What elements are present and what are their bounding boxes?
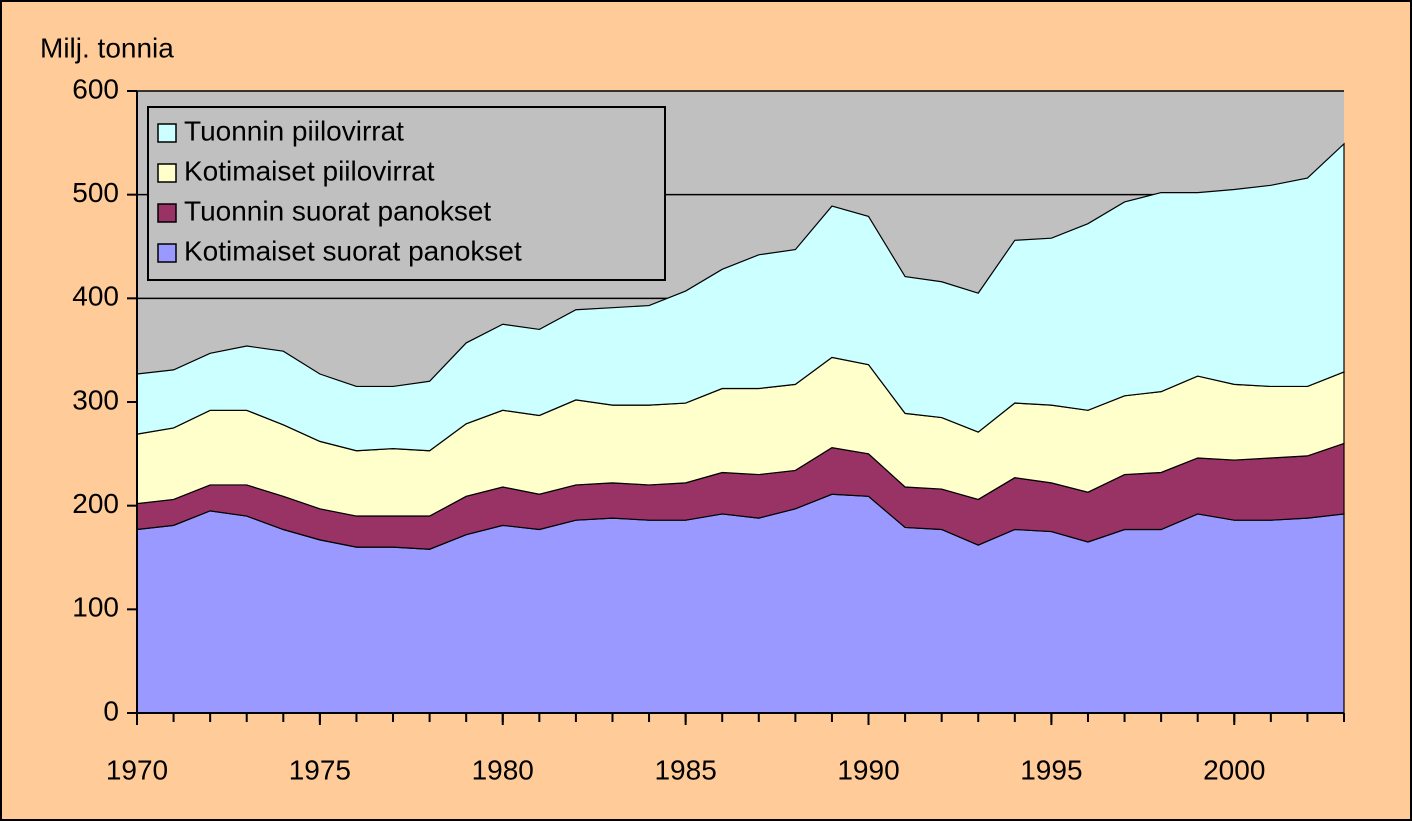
y-tick-label: 300 [72,384,119,415]
x-tick-label: 1970 [106,754,168,785]
y-tick-label: 400 [72,281,119,312]
legend-swatch [157,203,177,223]
x-tick-label: 1995 [1020,754,1082,785]
legend-label: Kotimaiset suorat panokset [184,235,522,266]
y-tick-label: 0 [103,695,119,726]
legend-swatch [157,123,177,143]
legend-swatch [157,243,177,263]
legend-swatch [157,163,177,183]
area [136,142,1345,452]
y-tick-label: 200 [72,488,119,519]
y-axis-label: Milj. tonnia [40,32,174,63]
y-tick-label: 600 [72,73,119,104]
legend-label: Tuonnin suorat panokset [184,195,491,226]
y-tick-label: 500 [72,177,119,208]
x-tick-label: 1980 [472,754,534,785]
x-tick-label: 1985 [654,754,716,785]
legend-label: Tuonnin piilovirrat [184,115,404,146]
x-tick-label: 1975 [289,754,351,785]
x-tick-label: 2000 [1203,754,1265,785]
legend-label: Kotimaiset piilovirrat [184,155,435,186]
x-tick-label: 1990 [837,754,899,785]
legend [147,106,666,281]
y-tick-label: 100 [72,592,119,623]
